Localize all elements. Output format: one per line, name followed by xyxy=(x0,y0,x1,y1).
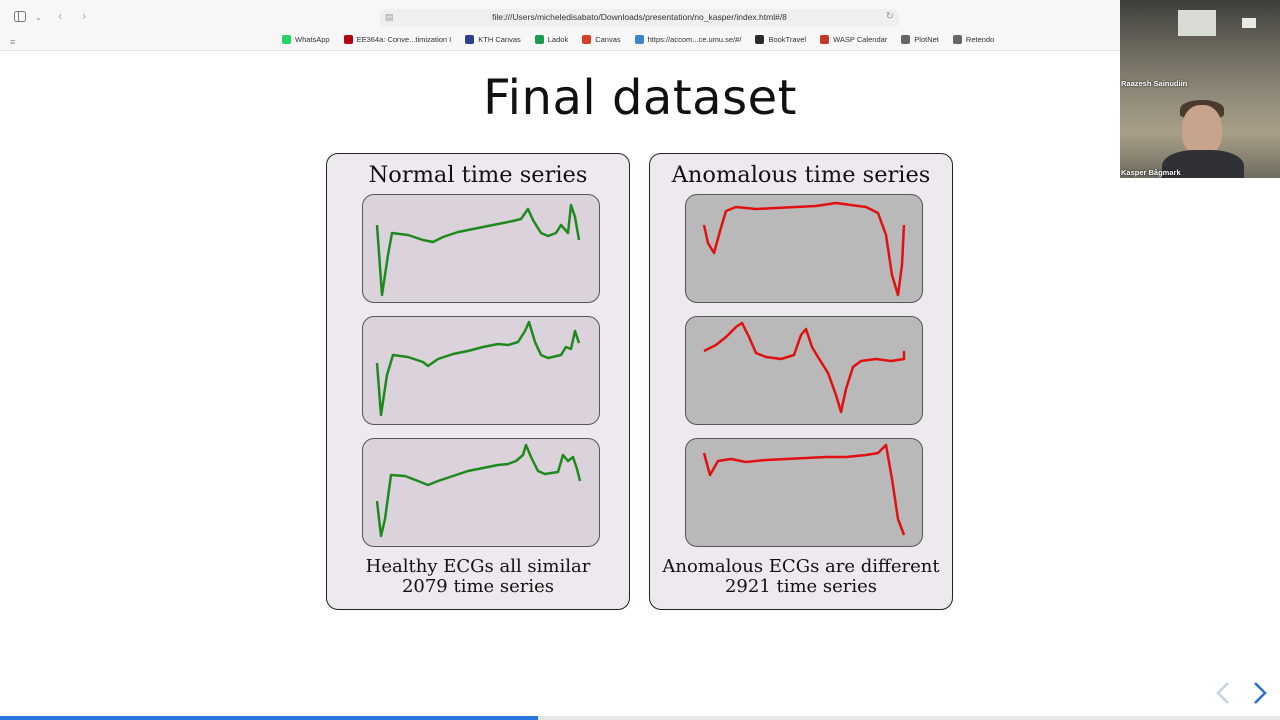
bookmark-label: Canvas xyxy=(595,35,621,44)
bookmark-item[interactable]: WASP Calendar xyxy=(820,35,887,44)
bookmark-label: WASP Calendar xyxy=(833,35,888,44)
next-slide-button[interactable] xyxy=(1252,680,1268,710)
participant-name-bottom: Kasper Bågmark xyxy=(1121,168,1181,177)
normal-ecg-line xyxy=(375,203,581,297)
bookmark-favicon-icon xyxy=(952,35,962,44)
prev-slide-button[interactable] xyxy=(1215,680,1231,710)
sidebar-toggle-icon[interactable] xyxy=(14,11,26,24)
menu-icon[interactable]: ≡ xyxy=(10,37,16,47)
anomalous-caption-count: 2921 time series xyxy=(724,576,878,597)
browser-toolbar: ⌄ ‹ › ▤ file:///Users/micheledisabato/Do… xyxy=(0,0,1120,34)
video-room-light xyxy=(1242,18,1256,28)
anomalous-panel-title: Anomalous time series xyxy=(671,162,931,188)
anomalous-caption-line1: Anomalous ECGs are different xyxy=(662,556,940,577)
forward-button[interactable]: › xyxy=(82,8,87,23)
anomalous-ecg-plot-1 xyxy=(685,194,923,303)
bookmark-list: WhatsApp EE364a: Conve...timization I KTH … xyxy=(282,35,994,44)
slide-title: Final dataset xyxy=(483,70,797,126)
bookmark-label: EE364a: Conve...timization I xyxy=(356,35,452,44)
video-room-window xyxy=(1178,10,1216,36)
anomalous-ecg-line xyxy=(702,443,906,536)
video-call-panel: Raazesh Sainudiin Kasper Bågmark xyxy=(1120,0,1280,178)
url-bar[interactable]: ▤ file:///Users/micheledisabato/Download… xyxy=(380,9,899,27)
bookmark-favicon-icon xyxy=(282,35,291,44)
bookmark-item[interactable]: Retendo xyxy=(952,35,995,44)
anomalous-ecg-line xyxy=(702,201,906,297)
normal-panel-title: Normal time series xyxy=(368,162,588,188)
bookmark-favicon-icon xyxy=(534,35,544,44)
bookmark-item[interactable]: KTH Canvas xyxy=(465,35,521,44)
reload-icon[interactable]: ↻ xyxy=(885,11,894,22)
url-text[interactable]: file:///Users/micheledisabato/Downloads/… xyxy=(492,12,787,22)
avatar-body xyxy=(1162,150,1244,178)
participant-name-top: Raazesh Sainudiin xyxy=(1121,79,1188,88)
bookmark-label: https://accom...ce.umu.se/#/ xyxy=(647,35,742,44)
anomalous-ecg-line xyxy=(703,321,906,414)
bookmark-item[interactable]: EE364a: Conve...timization I xyxy=(343,35,452,44)
chevron-down-icon[interactable]: ⌄ xyxy=(35,13,42,22)
anomalous-series-panel: Anomalous time series Anomalous ECGs are… xyxy=(649,153,953,610)
bookmark-item[interactable]: https://accom...ce.umu.se/#/ xyxy=(634,35,742,44)
bookmark-item[interactable]: Canvas xyxy=(582,35,621,44)
bookmark-label: KTH Canvas xyxy=(478,35,521,44)
bookmark-favicon-icon xyxy=(582,35,592,44)
bookmark-favicon-icon xyxy=(820,35,830,44)
back-button[interactable]: ‹ xyxy=(58,8,63,23)
bookmark-favicon-icon xyxy=(901,35,911,44)
slide-progress-bar xyxy=(0,716,1280,720)
anomalous-ecg-plot-2 xyxy=(685,316,923,425)
bookmark-favicon-icon xyxy=(343,35,353,44)
bookmark-item[interactable]: PlotNet xyxy=(901,35,939,44)
page-icon: ▤ xyxy=(385,12,394,22)
bookmark-label: PlotNet xyxy=(914,35,939,44)
normal-ecg-plot-1 xyxy=(362,194,600,303)
bookmark-label: Ladok xyxy=(547,35,569,44)
bookmark-label: BookTravel xyxy=(768,35,807,44)
bookmark-item[interactable]: Ladok xyxy=(534,35,569,44)
normal-ecg-plot-2 xyxy=(362,316,600,425)
bookmark-label: WhatsApp xyxy=(295,35,330,44)
avatar-face xyxy=(1182,105,1222,155)
anomalous-ecg-plot-3 xyxy=(685,438,923,547)
bookmark-favicon-icon xyxy=(755,35,765,44)
normal-ecg-plot-3 xyxy=(362,438,600,547)
bookmark-favicon-icon xyxy=(634,35,644,44)
normal-caption-count: 2079 time series xyxy=(401,576,555,597)
bookmark-item[interactable]: WhatsApp xyxy=(282,35,330,44)
normal-ecg-line xyxy=(375,443,582,538)
slide-progress-fill xyxy=(0,716,538,720)
bookmark-label: Retendo xyxy=(965,35,995,44)
bookmarks-bar: ≡ WhatsApp EE364a: Conve...timization I KT… xyxy=(0,34,1120,51)
bookmark-item[interactable]: BookTravel xyxy=(755,35,806,44)
normal-series-panel: Normal time series Healthy ECGs all simi… xyxy=(326,153,630,610)
normal-caption-line1: Healthy ECGs all similar xyxy=(365,556,591,577)
normal-ecg-line xyxy=(375,320,581,417)
bookmark-favicon-icon xyxy=(465,35,475,44)
